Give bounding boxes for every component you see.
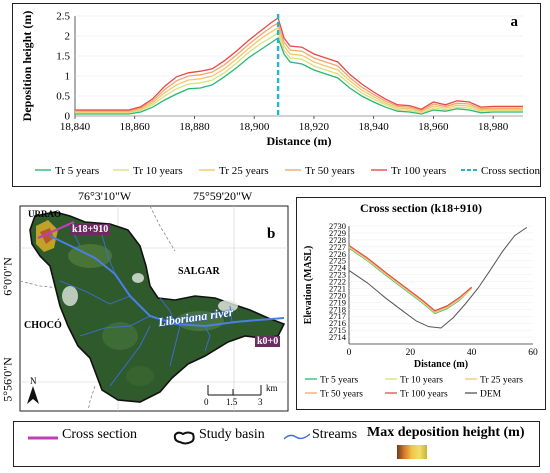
y-tick-label: 2723 xyxy=(329,270,346,280)
lat-label-1: 6°0'0"N xyxy=(0,257,15,296)
deposition-height-chart: 0 0.5 1 1.5 2 2.5 18,840 18,860 18,880 18,900 18,9… xyxy=(20,11,540,178)
cross-section-legend-icon xyxy=(28,436,58,440)
x-tick-label: 20 xyxy=(406,348,416,358)
xs-legend-label: Tr 5 years xyxy=(320,376,358,386)
xs-legend-label: DEM xyxy=(480,390,502,400)
scale-tick-0: 0 xyxy=(204,397,209,407)
y-tick-label: 2727 xyxy=(329,242,346,252)
x-tick-label: 18,980 xyxy=(478,121,509,133)
x-tick-label: 18,960 xyxy=(418,121,449,133)
cross-section-chart: Cross section (k18+910)27142715271627172… xyxy=(303,201,538,400)
y-tick-label: 2715 xyxy=(329,325,346,335)
y-tick-label: 2716 xyxy=(329,318,346,328)
xs-legend-label: Tr 10 years xyxy=(400,376,443,386)
y-tick-label: 2729 xyxy=(329,228,346,238)
series-line-tr-50-years xyxy=(75,22,523,112)
legend-label: Tr 5 years xyxy=(55,165,99,177)
y-tick-label: 0 xyxy=(65,111,71,123)
place-salgar: SALGAR xyxy=(178,266,220,277)
series-line-tr-5-years xyxy=(75,37,523,115)
x-tick-label: 60 xyxy=(528,348,538,358)
y-tick-label: 2721 xyxy=(329,283,346,293)
xs-legend-label: Tr 100 years xyxy=(400,390,448,400)
x-tick-label: 18,860 xyxy=(120,121,151,133)
max-height-color-ramp xyxy=(397,445,427,459)
xs-legend-label: Tr 25 years xyxy=(480,376,523,386)
map-panel-label: b xyxy=(267,226,276,242)
y-tick-label: 2728 xyxy=(329,235,346,245)
lat-label-2: 5°56'0"N xyxy=(0,357,15,402)
scale-tick-1: 1.5 xyxy=(226,397,238,407)
y-tick-label: 2717 xyxy=(329,311,346,321)
series-line-tr-25-years xyxy=(75,27,523,113)
panel-a: 0 0.5 1 1.5 2 2.5 18,840 18,860 18,880 18,900 18,9… xyxy=(12,3,541,187)
km-bottom-label: k0+0 xyxy=(255,336,281,347)
bottom-legend: Cross section Study basin Streams Max de… xyxy=(13,421,540,467)
north-label: N xyxy=(30,376,37,386)
liboriana-river xyxy=(49,235,285,328)
legend-max-height: Max deposition height (m) xyxy=(367,425,525,440)
xs-legend-label: Tr 50 years xyxy=(320,390,363,400)
x-tick-label: 18,840 xyxy=(60,121,91,133)
x-tick-label: 18,880 xyxy=(179,121,210,133)
x-axis-title: Distance (m) xyxy=(414,359,468,370)
y-tick-label: 1 xyxy=(65,71,71,83)
legend-label: Tr 50 years xyxy=(305,165,355,177)
scale-tick-2: 3 xyxy=(258,397,263,407)
y-tick-label: 2720 xyxy=(329,290,346,300)
study-basin-legend-icon xyxy=(173,431,195,445)
panel-a-label: a xyxy=(511,14,519,30)
scale-unit: km xyxy=(266,383,278,393)
cross-section-title: Cross section (k18+910) xyxy=(360,201,482,215)
panel-c: Cross section (k18+910) 2714 2715 2716 2717 2… xyxy=(296,197,546,410)
streams-legend-icon xyxy=(284,433,310,440)
place-urrao: URRAO xyxy=(28,209,61,219)
y-tick-label: 2 xyxy=(65,31,71,43)
legend-label: Cross section xyxy=(481,165,540,177)
y-tick-label: 2730 xyxy=(329,221,346,231)
lon-label-2: 75°59'20"W xyxy=(193,189,253,203)
x-tick-label: 18,920 xyxy=(299,121,330,133)
y-tick-label: 2714 xyxy=(329,332,347,342)
y-tick-label: 2722 xyxy=(329,277,346,287)
x-tick-label: 18,940 xyxy=(359,121,390,133)
y-tick-label: 2725 xyxy=(329,256,346,266)
place-choco: CHOCÓ xyxy=(24,320,62,331)
study-area-map xyxy=(19,205,289,412)
series-line-tr-10-years xyxy=(75,31,523,114)
legend-study-basin: Study basin xyxy=(199,427,265,442)
north-arrow-icon xyxy=(27,386,39,404)
xs-series-tr-100-years xyxy=(348,244,473,312)
lon-label-1: 76°3'10"W xyxy=(78,189,132,203)
x-tick-label: 40 xyxy=(467,348,477,358)
y-tick-label: 2719 xyxy=(329,297,346,307)
legend-streams: Streams xyxy=(312,427,358,442)
legend-label: Tr 25 years xyxy=(219,165,269,177)
cross-section-line xyxy=(37,220,75,240)
scale-bar xyxy=(207,385,262,396)
km-top-label: k18+910 xyxy=(70,224,111,235)
dem-line xyxy=(348,226,528,329)
y-tick-label: 2718 xyxy=(329,304,346,314)
y-tick-label: 0.5 xyxy=(56,91,70,103)
y-tick-label: 2.5 xyxy=(56,11,70,23)
y-tick-label: 1.5 xyxy=(56,51,70,63)
x-tick-label: 0 xyxy=(347,348,352,358)
legend-label: Tr 100 years xyxy=(391,165,446,177)
x-tick-label: 18,900 xyxy=(239,121,270,133)
legend-label: Tr 10 years xyxy=(133,165,183,177)
x-axis-title: Distance (m) xyxy=(267,134,332,148)
y-axis-title: Elevation (MASL) xyxy=(303,246,314,325)
series-line-tr-100-years xyxy=(75,16,523,111)
y-tick-label: 2726 xyxy=(329,249,346,259)
y-tick-label: 2724 xyxy=(329,263,347,273)
panel-b-map: b 76°3'10"W 75°59'20"W 6°0'0"N 5°56'0"N … xyxy=(0,186,290,414)
legend-cross-section: Cross section xyxy=(62,427,138,442)
y-axis-title: Deposition height (m) xyxy=(20,11,34,122)
